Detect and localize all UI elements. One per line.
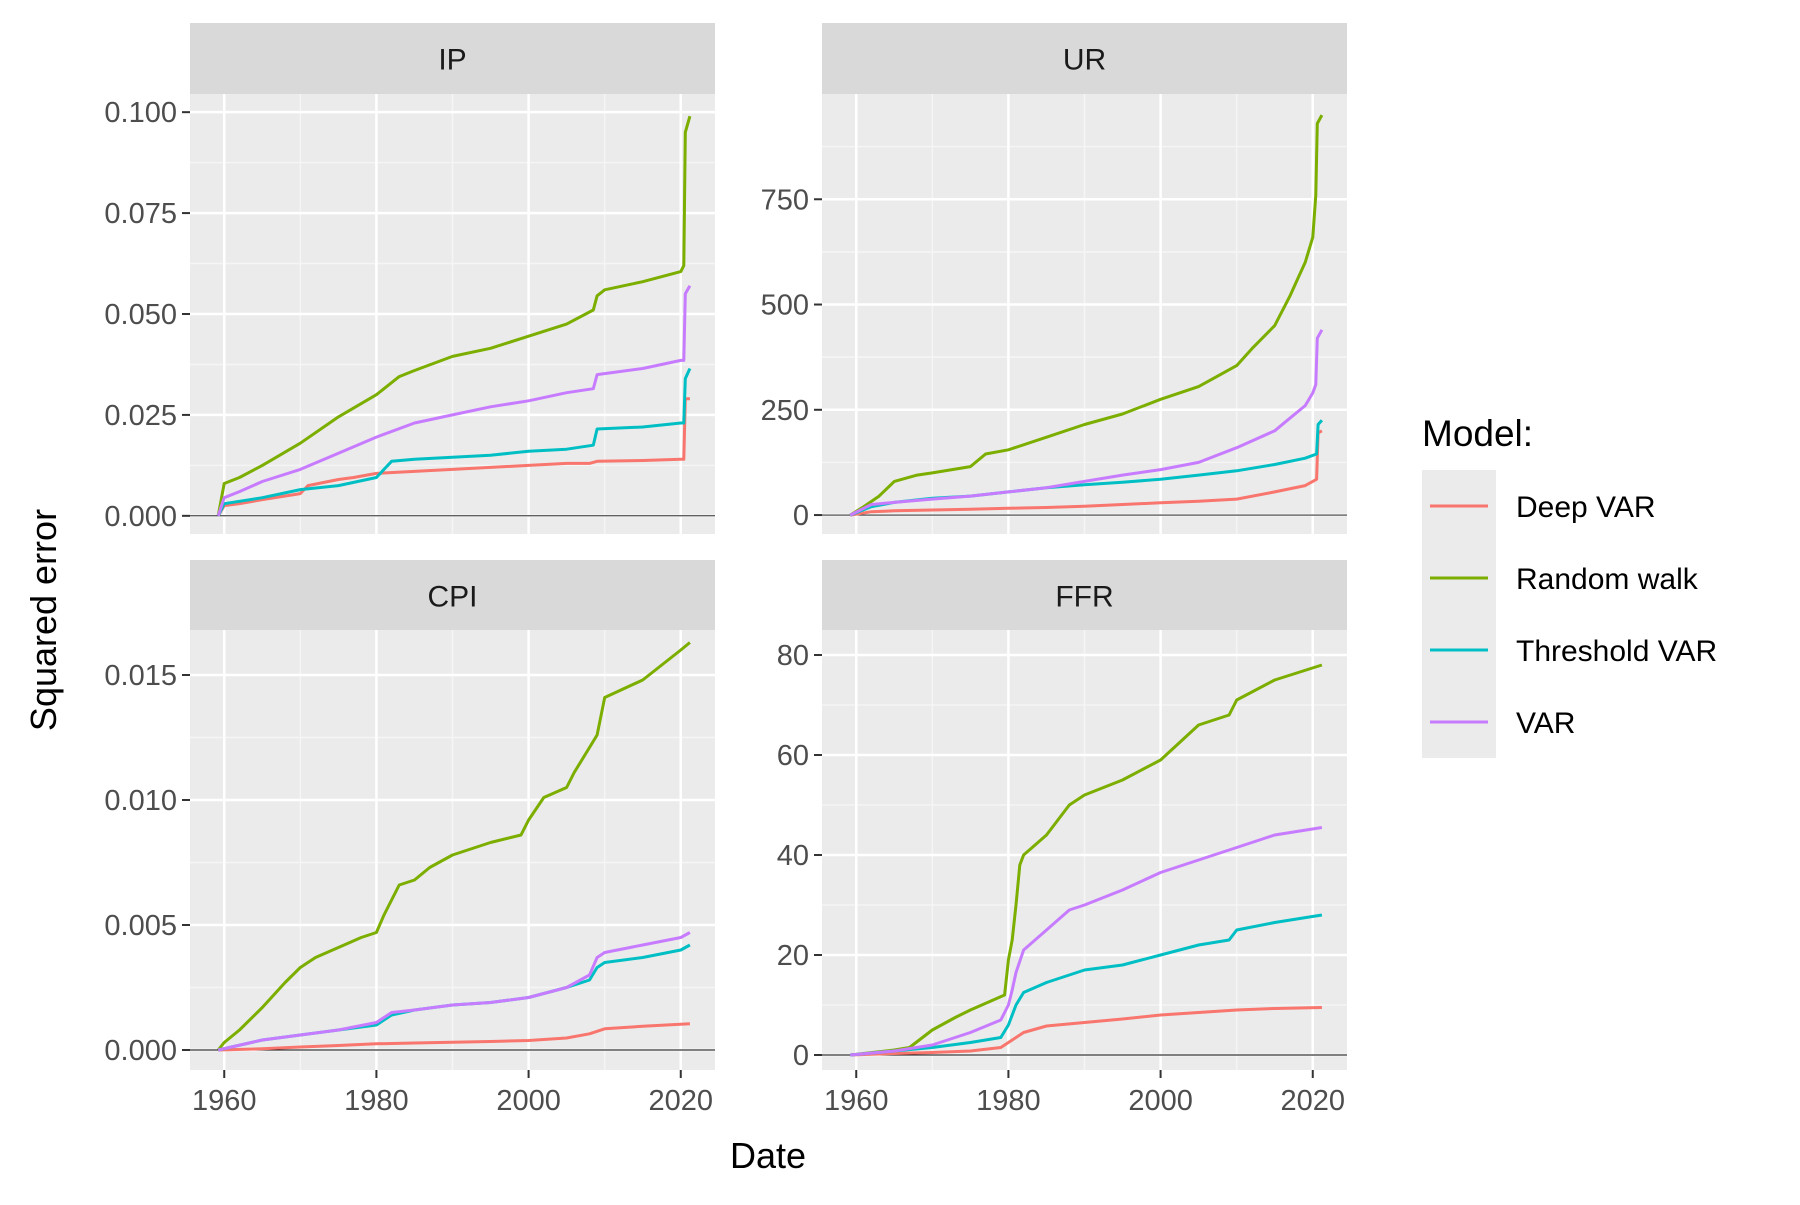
y-tick-label: 0.015 bbox=[104, 660, 177, 692]
y-tick-label: 0.000 bbox=[104, 1035, 177, 1067]
x-axis-title: Date bbox=[730, 1135, 806, 1176]
series-line-var bbox=[216, 284, 692, 517]
y-tick-label: 0 bbox=[793, 1040, 809, 1072]
series-line-threshold-var bbox=[216, 367, 692, 517]
series-line-deep-var bbox=[216, 397, 690, 517]
panel-ffr: FFR 0 20 40 60 80 1960 1980 2000 2020 bbox=[777, 560, 1347, 1117]
strip-label: FFR bbox=[1055, 581, 1113, 614]
series-line-random-walk bbox=[216, 115, 692, 517]
legend-title: Model: bbox=[1422, 413, 1533, 454]
x-tick-label: 1980 bbox=[976, 1085, 1041, 1117]
y-tick-label: 80 bbox=[777, 640, 809, 672]
legend-label: Random walk bbox=[1516, 563, 1699, 596]
y-tick-label: 60 bbox=[777, 740, 809, 772]
x-tick-label: 1960 bbox=[192, 1085, 257, 1117]
y-tick-label: 20 bbox=[777, 940, 809, 972]
y-tick-label: 500 bbox=[761, 290, 809, 322]
legend: Model: Deep VAR Random walk Threshold VAR VA… bbox=[1422, 413, 1717, 758]
legend-label: Deep VAR bbox=[1516, 491, 1656, 524]
series-line-var bbox=[849, 329, 1324, 517]
strip-label: UR bbox=[1063, 44, 1106, 77]
panel-ur: UR 0 250 500 750 bbox=[761, 23, 1347, 534]
series-line-random-walk bbox=[217, 641, 691, 1051]
strip-bg bbox=[822, 23, 1347, 94]
strip-bg bbox=[190, 560, 715, 631]
series-line-random-walk bbox=[850, 663, 1323, 1057]
y-axis-title: Squared error bbox=[23, 509, 64, 731]
panel-cpi: CPI 0.000 0.005 0.010 0.015 1960 1980 2000 2020 bbox=[104, 560, 715, 1117]
strip-bg bbox=[822, 560, 1347, 631]
y-tick-label: 0.100 bbox=[104, 97, 177, 129]
x-tick-label: 2020 bbox=[649, 1085, 714, 1117]
series-line-deep-var bbox=[850, 1006, 1322, 1057]
y-tick-label: 250 bbox=[761, 395, 809, 427]
series-line-var bbox=[850, 826, 1323, 1057]
x-tick-label: 2000 bbox=[496, 1085, 561, 1117]
y-tick-label: 0 bbox=[793, 500, 809, 532]
y-tick-label: 0.010 bbox=[104, 785, 177, 817]
x-tick-label: 2020 bbox=[1281, 1085, 1346, 1117]
y-tick-label: 0.050 bbox=[104, 299, 177, 331]
series-line-threshold-var bbox=[850, 913, 1323, 1057]
series-line-deep-var bbox=[849, 429, 1323, 517]
series-line-deep-var bbox=[218, 1022, 690, 1052]
strip-label: CPI bbox=[427, 581, 477, 614]
strip-bg bbox=[190, 23, 715, 94]
legend-label: VAR bbox=[1516, 707, 1575, 740]
y-tick-label: 750 bbox=[761, 184, 809, 216]
legend-label: Threshold VAR bbox=[1516, 635, 1717, 668]
y-tick-label: 40 bbox=[777, 840, 809, 872]
x-tick-label: 1980 bbox=[344, 1085, 409, 1117]
series-line-var bbox=[217, 931, 691, 1052]
y-tick-label: 0.075 bbox=[104, 198, 177, 230]
y-tick-label: 0.005 bbox=[104, 910, 177, 942]
series-line-random-walk bbox=[849, 114, 1324, 517]
panel-ip: IP 0.000 0.025 0.050 0.075 0.100 bbox=[104, 23, 715, 534]
strip-label: IP bbox=[438, 44, 466, 77]
y-tick-label: 0.000 bbox=[104, 501, 177, 533]
x-tick-label: 1960 bbox=[824, 1085, 889, 1117]
y-tick-label: 0.025 bbox=[104, 400, 177, 432]
x-tick-label: 2000 bbox=[1128, 1085, 1193, 1117]
